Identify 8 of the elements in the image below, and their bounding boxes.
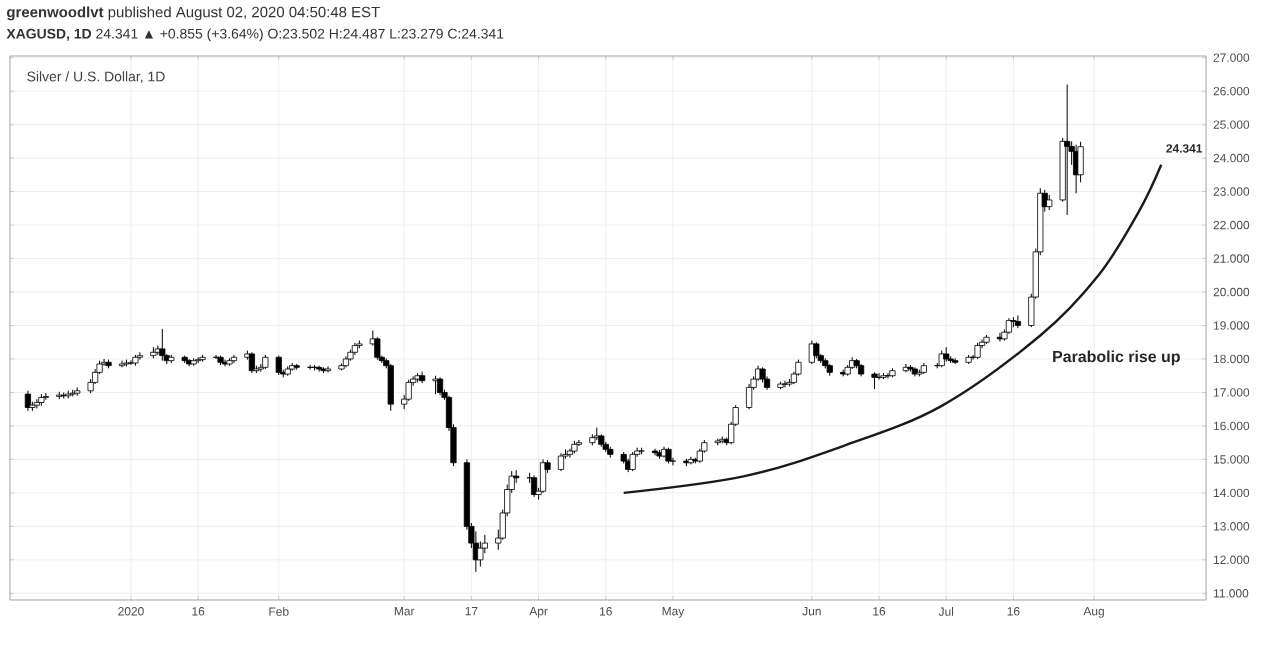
candlestick xyxy=(136,351,143,361)
candlestick xyxy=(374,336,381,361)
candlestick xyxy=(746,383,753,410)
candlestick xyxy=(405,379,412,402)
candlestick xyxy=(230,354,238,364)
candlestick xyxy=(575,439,582,447)
candlestick xyxy=(387,363,394,412)
line-series xyxy=(622,163,1163,495)
